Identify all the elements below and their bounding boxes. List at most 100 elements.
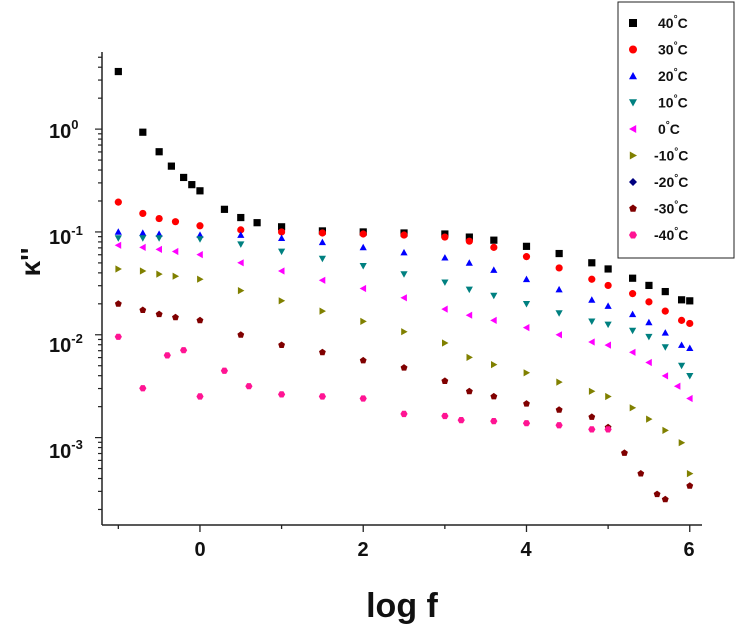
data-point <box>172 272 180 280</box>
data-point <box>441 233 449 241</box>
data-point <box>167 162 175 170</box>
data-point <box>629 274 637 282</box>
data-point <box>318 255 326 263</box>
data-marks <box>114 67 694 503</box>
data-point <box>441 254 449 261</box>
data-point <box>555 331 562 339</box>
data-point <box>114 241 122 249</box>
data-point <box>155 214 163 223</box>
data-point <box>156 270 163 278</box>
data-point <box>523 369 531 377</box>
data-point <box>318 229 327 237</box>
data-point <box>237 259 244 267</box>
data-point <box>155 310 163 318</box>
x-tick-label: 2 <box>357 539 368 561</box>
legend-label: -10°C <box>654 147 688 164</box>
data-point <box>277 228 286 236</box>
data-point <box>400 364 408 371</box>
data-point <box>359 395 367 402</box>
data-point <box>237 241 245 248</box>
data-point <box>401 328 408 336</box>
data-point <box>490 292 498 300</box>
legend-marker <box>629 72 637 80</box>
data-point <box>278 391 286 398</box>
data-point <box>457 417 465 424</box>
data-point <box>400 410 408 418</box>
data-point <box>662 426 669 434</box>
data-point <box>318 393 326 400</box>
data-point <box>196 251 203 259</box>
data-point <box>523 400 530 407</box>
legend-label: -40°C <box>654 226 688 243</box>
data-point <box>556 378 563 386</box>
data-point <box>555 422 563 429</box>
data-point <box>319 348 326 356</box>
legend-label: -20°C <box>654 173 688 190</box>
data-point <box>253 219 261 227</box>
axis-ticks <box>95 56 691 532</box>
data-point <box>465 387 473 395</box>
data-point <box>400 271 408 278</box>
y-tick-label: 10-2 <box>49 331 83 357</box>
data-point <box>588 387 596 395</box>
data-point <box>114 300 122 307</box>
data-point <box>196 187 204 195</box>
legend-marker <box>629 151 637 160</box>
data-point <box>490 418 498 425</box>
x-tick-label: 6 <box>683 539 694 561</box>
data-point <box>490 266 498 273</box>
data-point <box>621 449 628 456</box>
legend-label: -30°C <box>654 200 688 217</box>
data-point <box>677 316 686 324</box>
data-point <box>555 285 563 293</box>
data-point <box>661 307 669 315</box>
data-point <box>604 302 612 309</box>
data-point <box>604 281 612 290</box>
data-point <box>491 361 498 369</box>
data-point <box>171 247 179 256</box>
data-point <box>686 373 694 380</box>
data-point <box>400 248 408 256</box>
data-point <box>278 341 285 348</box>
data-point <box>139 128 147 136</box>
data-point <box>465 237 473 245</box>
data-point <box>400 294 407 302</box>
data-point <box>604 321 612 329</box>
data-point <box>319 307 326 315</box>
data-point <box>555 310 563 317</box>
data-point <box>522 242 531 250</box>
data-point <box>114 228 122 235</box>
data-point <box>180 347 188 354</box>
legend-label: 20°C <box>658 67 688 84</box>
data-point <box>139 235 147 242</box>
legend-label: 10°C <box>658 94 688 111</box>
data-point <box>588 426 596 433</box>
data-point <box>278 234 286 241</box>
x-tick-label: 0 <box>194 539 205 561</box>
data-point <box>278 248 286 256</box>
y-tick-label: 10-1 <box>49 223 83 249</box>
data-point <box>645 298 653 306</box>
data-point <box>588 275 596 283</box>
data-point <box>522 275 531 283</box>
data-point <box>139 209 147 218</box>
data-point <box>686 319 694 328</box>
data-point <box>155 235 163 242</box>
legend-marker <box>629 99 637 107</box>
data-point <box>400 231 408 239</box>
data-point <box>114 67 122 76</box>
data-point <box>522 301 531 308</box>
data-point <box>653 490 661 498</box>
data-point <box>490 316 497 324</box>
y-tick-label: 100 <box>49 117 78 143</box>
data-point <box>441 412 449 420</box>
data-point <box>588 338 595 346</box>
data-point <box>441 279 449 286</box>
data-point <box>522 420 531 427</box>
data-point <box>678 341 686 348</box>
data-point <box>278 267 285 275</box>
data-point <box>555 264 563 272</box>
x-axis-title: log f <box>366 587 438 625</box>
data-point <box>359 243 367 251</box>
